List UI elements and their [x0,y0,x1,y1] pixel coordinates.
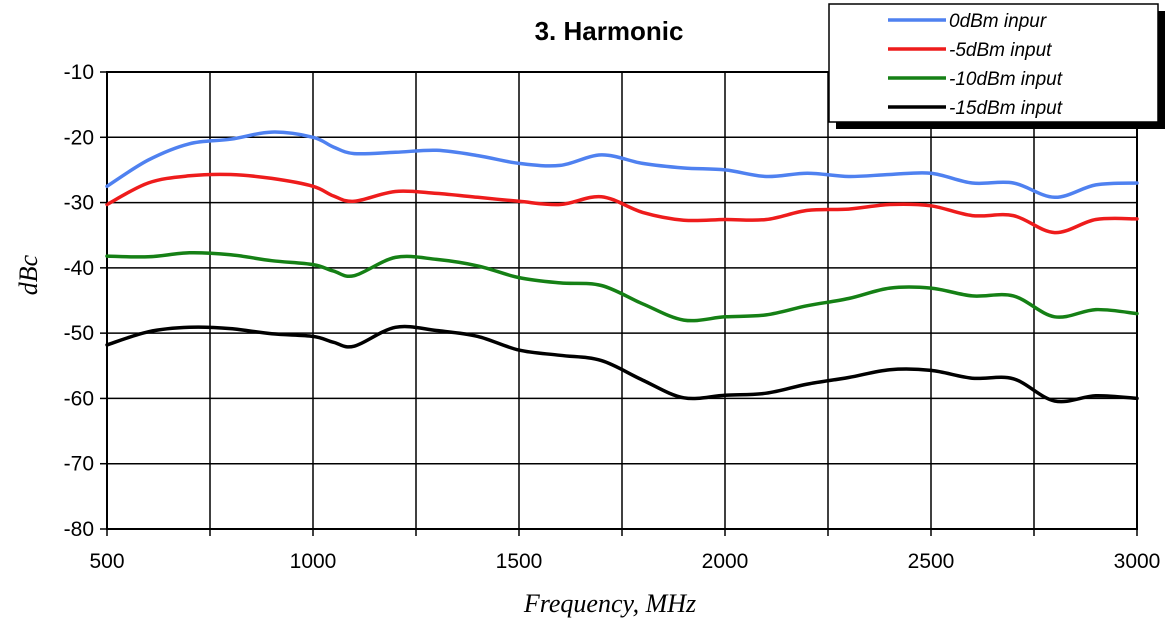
x-tick-label: 2000 [702,550,749,573]
legend-label-2: -5dBm input [949,40,1052,61]
x-tick-label: 1500 [496,550,543,573]
chart-title: 3. Harmonic [535,16,684,46]
series-lines [105,130,1139,404]
y-tick-label: -80 [64,518,94,541]
x-tick-label: 3000 [1114,550,1161,573]
x-tick-label: 2500 [908,550,955,573]
y-tick-label: -60 [64,387,94,410]
x-axis-label: Frequency, MHz [523,589,696,618]
tick-labels: -10 -20 -30 -40 -50 -60 -70 -80 500 1000 1500 2000 2… [64,61,1161,573]
x-tick-label: 1000 [290,550,337,573]
legend-box [828,3,1159,123]
y-tick-label: -10 [64,61,94,84]
x-tick-label: 500 [89,550,124,573]
legend-label-3: -10dBm input [949,69,1063,90]
y-tick-label: -40 [64,257,94,280]
legend-label-1: 0dBm inpur [949,11,1047,32]
y-tick-label: -20 [64,126,94,149]
series-line-3 [105,250,1139,323]
series-line-4 [105,324,1139,404]
series-line-2 [105,172,1139,235]
y-axis-label: dBc [14,254,43,295]
y-tick-label: -70 [64,453,94,476]
y-tick-label: -50 [64,322,94,345]
y-tick-label: -30 [64,192,94,215]
legend-label-4: -15dBm input [949,98,1063,119]
series-line-1 [105,130,1139,200]
legend-items: 0dBm inpur -5dBm input -10dBm input -15dBm … [888,11,1063,119]
legend: 0dBm inpur -5dBm input -10dBm input -15dBm … [828,3,1165,129]
